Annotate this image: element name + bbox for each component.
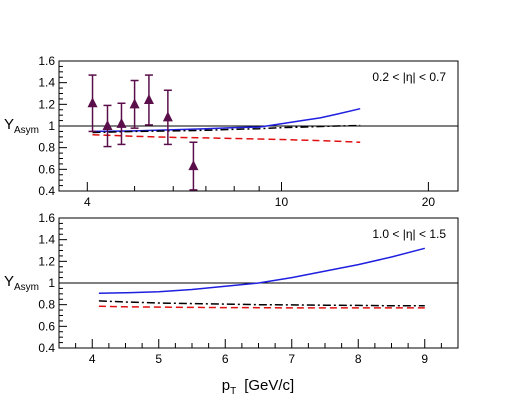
top-x-tick-label: 20 xyxy=(422,195,436,209)
top-y-axis-label: YAsym xyxy=(4,116,39,136)
bottom-x-tick-label: 7 xyxy=(288,352,295,366)
bottom-y-axis-label-sub: Asym xyxy=(14,282,39,293)
bottom-eta-annotation: 1.0 < |η| < 1.5 xyxy=(372,227,446,241)
x-axis-label: pT [GeV/c] xyxy=(222,377,294,397)
top-axis-ticks: 0.4 0.6 0.8 1 1.2 1.4 1.6 4 10 20 xyxy=(38,54,435,209)
bottom-y-tick-label: 0.6 xyxy=(38,319,55,333)
top-solid-blue-curve xyxy=(92,107,361,133)
top-data-point xyxy=(188,160,199,171)
bottom-axis-ticks: 0.4 0.6 0.8 1 1.2 1.4 1.6 4 5 6 7 8 9 xyxy=(38,211,459,366)
bottom-x-tick-label: 9 xyxy=(421,352,428,366)
bottom-y-tick-label: 1.4 xyxy=(38,233,55,247)
top-data-point xyxy=(116,117,127,128)
bottom-x-tick-label: 6 xyxy=(222,352,229,366)
bottom-solid-blue-curve xyxy=(98,247,425,295)
x-axis-label-sub: T xyxy=(230,386,236,397)
top-y-tick-label: 1.2 xyxy=(38,97,55,111)
bottom-y-tick-label: 1.2 xyxy=(38,254,55,268)
bottom-dashed-red-curve xyxy=(98,305,425,309)
top-series-group xyxy=(59,74,458,191)
top-y-tick-label: 1 xyxy=(48,119,55,133)
bottom-y-tick-label: 0.8 xyxy=(38,298,55,312)
bottom-x-tick-label: 5 xyxy=(155,352,162,366)
bottom-y-tick-label: 1.6 xyxy=(38,211,55,225)
top-y-tick-label: 0.4 xyxy=(38,184,55,198)
bottom-y-axis-label-main: Y xyxy=(4,273,14,290)
top-x-tick-label: 10 xyxy=(275,195,289,209)
bottom-y-tick-label: 0.4 xyxy=(38,341,55,355)
top-y-tick-label: 1.4 xyxy=(38,76,55,90)
top-y-tick-label: 0.6 xyxy=(38,162,55,176)
top-panel: 0.4 0.6 0.8 1 1.2 1.4 1.6 4 10 20 0.2 < |η| < 0.7… xyxy=(4,54,459,209)
x-axis-label-main: p xyxy=(222,377,230,394)
top-y-axis-label-main: Y xyxy=(4,116,14,133)
bottom-x-tick-label: 4 xyxy=(89,352,96,366)
top-y-tick-label: 1.6 xyxy=(38,54,55,68)
bottom-series-group xyxy=(59,247,458,309)
top-dashed-red-curve xyxy=(92,133,361,144)
x-axis-label-units: [GeV/c] xyxy=(244,377,294,394)
top-x-tick-label: 4 xyxy=(84,195,91,209)
bottom-dashdot-black-curve xyxy=(98,300,425,307)
top-y-axis-label-sub: Asym xyxy=(14,125,39,136)
top-data-point xyxy=(87,97,98,108)
top-data-point xyxy=(143,94,154,104)
top-data-point xyxy=(102,120,113,130)
bottom-panel: 0.4 0.6 0.8 1 1.2 1.4 1.6 4 5 6 7 8 9 1.0 < |η| < 1.… xyxy=(4,211,459,397)
top-y-tick-label: 0.8 xyxy=(38,141,55,155)
top-data-point xyxy=(162,111,173,122)
top-data-point xyxy=(129,98,140,109)
bottom-y-tick-label: 1 xyxy=(48,276,55,290)
top-dashdot-black-curve xyxy=(92,124,361,134)
bottom-x-tick-label: 8 xyxy=(355,352,362,366)
top-eta-annotation: 0.2 < |η| < 0.7 xyxy=(372,70,446,84)
bottom-y-axis-label: YAsym xyxy=(4,273,39,293)
